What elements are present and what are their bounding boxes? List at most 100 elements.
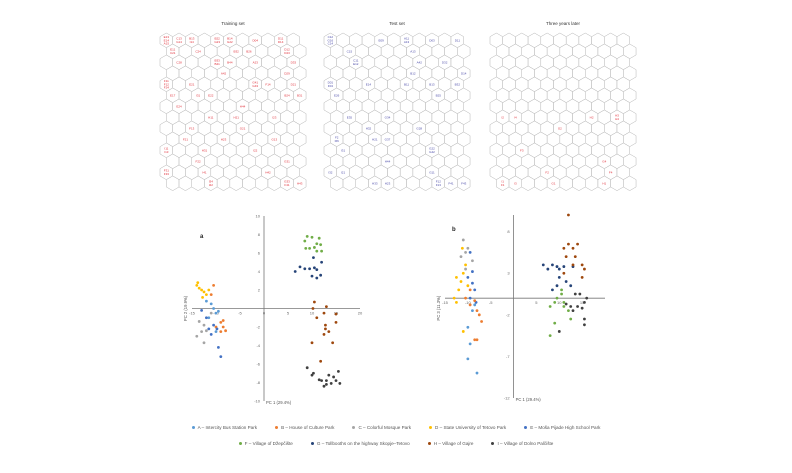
data-point-h — [576, 242, 579, 246]
hex-cell-label: A42 — [417, 60, 423, 64]
data-point-d — [452, 296, 456, 300]
y-tick-label: 8 — [507, 229, 510, 234]
hex-cell-label: E13 E14 A15 — [164, 35, 170, 45]
data-point-f — [310, 235, 314, 239]
data-point-a — [217, 309, 220, 313]
data-point-h — [583, 267, 586, 271]
hex-cell-label: H11 — [208, 115, 214, 119]
data-point-f — [562, 305, 566, 308]
data-point-e — [209, 333, 213, 336]
data-point-d — [464, 263, 467, 267]
data-point-g — [564, 280, 568, 283]
data-point-h — [315, 316, 319, 320]
y-tick-label: 10 — [256, 214, 261, 219]
data-point-d — [205, 293, 208, 297]
data-point-g — [557, 275, 561, 279]
data-point-i — [317, 378, 321, 382]
x-tick-label: -5 — [238, 311, 242, 316]
data-point-c — [466, 246, 470, 250]
hex-cell-label: H33 — [372, 181, 378, 185]
hex-cell-label: B25 — [436, 93, 442, 97]
legend-row-2: F – Village of Džepčište G – Tollbooths o… — [0, 441, 792, 446]
hex-cell-label: D11 D14 — [278, 37, 284, 44]
hex-cell — [457, 175, 471, 191]
data-point-e — [215, 327, 219, 331]
hex-cell — [623, 175, 637, 191]
data-point-b — [477, 313, 481, 317]
hex-cell-label: C13 G14 — [176, 37, 182, 44]
hex-cell-label: B13 — [429, 82, 435, 86]
data-point-g — [319, 273, 323, 277]
y-tick-label: -4 — [256, 343, 260, 348]
data-point-g — [555, 284, 559, 288]
y-tick-label: -10 — [254, 399, 261, 404]
hex-cell-label: G11 — [429, 170, 435, 174]
data-point-d — [196, 281, 200, 284]
y-tick-label: 6 — [258, 251, 261, 256]
data-point-f — [317, 236, 321, 240]
hex-cell-label: H1 — [602, 181, 606, 185]
data-point-h — [580, 263, 584, 267]
hex-cell-label: D12 D43 — [284, 48, 290, 55]
data-point-h — [325, 305, 328, 309]
data-point-h — [327, 330, 331, 334]
data-point-c — [464, 251, 467, 254]
data-point-e — [217, 345, 220, 349]
data-point-f — [553, 321, 557, 325]
x-tick-label: 20 — [358, 311, 363, 316]
data-point-g — [293, 270, 297, 273]
hex-cell-label: G2 — [558, 126, 562, 130]
data-point-h — [334, 320, 338, 324]
data-point-b — [464, 296, 467, 300]
data-point-c — [202, 323, 206, 327]
hex-cell-label: I11 I13 — [164, 147, 169, 154]
y-tick-label: 2 — [258, 288, 261, 293]
x-axis-label: PC 1 (29.4%) — [516, 397, 542, 402]
data-point-i — [557, 330, 561, 333]
data-point-h — [311, 307, 315, 310]
legend-label: G – Tollbooths on the highway Skopje–Tet… — [316, 441, 410, 446]
data-point-i — [338, 382, 342, 385]
y-tick-label: 8 — [258, 232, 261, 237]
data-point-i — [327, 373, 331, 377]
data-point-h — [562, 246, 566, 250]
data-point-e — [200, 308, 204, 312]
hex-cell-label: I34 I42 — [209, 180, 214, 187]
data-point-f — [315, 249, 319, 253]
legend-label: H – Village of Gajre — [433, 441, 474, 446]
hex-cell-label: H2 — [590, 115, 594, 119]
data-point-g — [303, 267, 307, 271]
hex-map-title: Test set — [389, 21, 405, 26]
data-point-b — [473, 299, 477, 303]
x-tick-label: -15 — [442, 300, 449, 305]
hex-cell-label: G37 — [385, 137, 391, 141]
data-point-e — [471, 270, 474, 273]
legend-label: A – Intercity Bus Station Park — [197, 425, 258, 430]
hex-cell-label: A23 — [253, 60, 259, 64]
data-point-b — [209, 293, 213, 297]
hex-cell-label: I1 F1 — [501, 180, 505, 187]
hex-cell-label: I22 — [253, 148, 258, 152]
hex-cell-label: B44 — [227, 60, 233, 64]
data-point-i — [564, 302, 568, 306]
legend-item-i: I – Village of Dolno Palčište — [491, 441, 553, 446]
data-point-b — [480, 320, 483, 323]
hex-cell-label: G1 — [551, 181, 555, 185]
data-point-e — [466, 275, 470, 279]
data-point-i — [580, 306, 584, 310]
data-point-e — [473, 288, 477, 292]
data-point-a — [205, 299, 208, 303]
data-point-d — [460, 246, 464, 250]
data-point-e — [468, 251, 472, 254]
data-point-b — [468, 288, 472, 292]
data-point-b — [224, 329, 228, 333]
hex-cell-label: H32 — [366, 126, 372, 130]
legend-item-e: E – Moša Pijade High School Park — [524, 425, 600, 430]
hex-cell-label: B22 G23 — [214, 37, 220, 44]
data-point-a — [207, 316, 211, 320]
data-point-h — [580, 275, 584, 279]
data-point-g — [551, 288, 554, 292]
data-point-h — [571, 246, 575, 250]
